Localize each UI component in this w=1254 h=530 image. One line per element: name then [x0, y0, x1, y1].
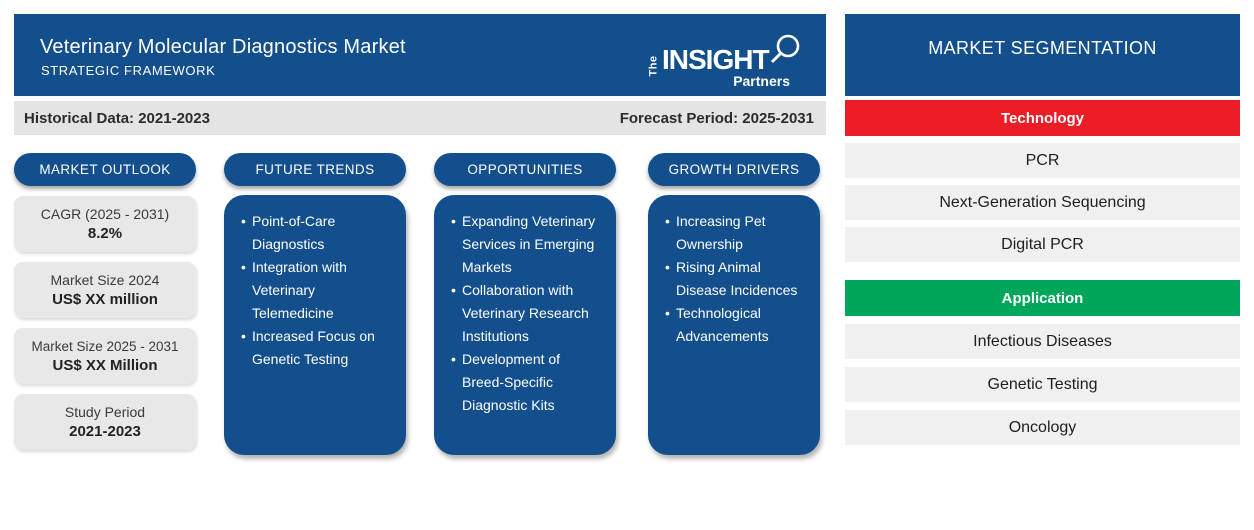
future-trends-header: FUTURE TRENDS — [224, 153, 406, 186]
opportunities-list: Expanding Veterinary Services in Emergin… — [434, 195, 616, 455]
future-trends-list: Point-of-Care Diagnostics Integration wi… — [224, 195, 406, 455]
future-trends-column: FUTURE TRENDS Point-of-Care Diagnostics … — [224, 153, 406, 455]
list-item: Point-of-Care Diagnostics — [241, 210, 394, 256]
stat-label: Study Period — [64, 404, 146, 420]
segment-item-ngs: Next-Generation Sequencing — [845, 185, 1240, 220]
market-segmentation-panel: Technology PCR Next-Generation Sequencin… — [845, 100, 1240, 445]
magnifier-icon — [770, 34, 800, 64]
forecast-period-label: Forecast Period: 2025-2031 — [619, 109, 814, 127]
main-header: Veterinary Molecular Diagnostics Market … — [14, 14, 826, 96]
logo-the-text: The — [647, 55, 660, 77]
technology-group-bar: Technology — [845, 100, 1240, 136]
stat-label: Market Size 2024 — [50, 272, 160, 288]
opportunities-header: OPPORTUNITIES — [434, 153, 616, 186]
logo-insight-text: INSIGHT — [662, 44, 770, 75]
growth-drivers-header: GROWTH DRIVERS — [648, 153, 820, 186]
market-segmentation-header: MARKET SEGMENTATION — [845, 14, 1240, 96]
stat-label: Market Size 2025 - 2031 — [31, 338, 179, 354]
list-item: Expanding Veterinary Services in Emergin… — [451, 210, 604, 279]
period-bar: Historical Data: 2021-2023 Forecast Peri… — [14, 101, 826, 135]
list-item: Collaboration with Veterinary Research I… — [451, 279, 604, 348]
opportunities-column: OPPORTUNITIES Expanding Veterinary Servi… — [434, 153, 616, 455]
insight-partners-logo: The INSIGHT Partners — [648, 34, 804, 98]
cagr-stat-box: CAGR (2025 - 2031) 8.2% — [14, 196, 196, 252]
segment-item-oncology: Oncology — [845, 410, 1240, 445]
stat-value: US$ XX million — [52, 291, 158, 308]
market-outlook-column: MARKET OUTLOOK CAGR (2025 - 2031) 8.2% M… — [14, 153, 196, 450]
segment-item-genetic-testing: Genetic Testing — [845, 367, 1240, 402]
historical-data-label: Historical Data: 2021-2023 — [24, 109, 210, 127]
stat-value: 2021-2023 — [69, 423, 141, 440]
market-size-forecast-stat-box: Market Size 2025 - 2031 US$ XX Million — [14, 328, 196, 384]
list-item: Development of Breed-Specific Diagnostic… — [451, 348, 604, 417]
market-size-2024-stat-box: Market Size 2024 US$ XX million — [14, 262, 196, 318]
list-item: Increased Focus on Genetic Testing — [241, 325, 394, 371]
stat-value: 8.2% — [87, 225, 123, 242]
list-item: Rising Animal Disease Incidences — [665, 256, 808, 302]
segment-item-pcr: PCR — [845, 143, 1240, 178]
application-group-bar: Application — [845, 280, 1240, 316]
stat-label: CAGR (2025 - 2031) — [40, 206, 170, 222]
market-outlook-header: MARKET OUTLOOK — [14, 153, 196, 186]
segment-item-digital-pcr: Digital PCR — [845, 227, 1240, 262]
study-period-stat-box: Study Period 2021-2023 — [14, 394, 196, 450]
segment-spacer — [845, 262, 1240, 280]
page-title: Veterinary Molecular Diagnostics Market — [40, 36, 406, 58]
growth-drivers-column: GROWTH DRIVERS Increasing Pet Ownership … — [648, 153, 820, 455]
page-subtitle: STRATEGIC FRAMEWORK — [41, 63, 216, 78]
list-item: Technological Advancements — [665, 302, 808, 348]
stat-value: US$ XX Million — [52, 356, 158, 374]
list-item: Integration with Veterinary Telemedicine — [241, 256, 394, 325]
growth-drivers-list: Increasing Pet Ownership Rising Animal D… — [648, 195, 820, 455]
logo-partners-text: Partners — [733, 73, 790, 89]
segment-item-infectious-diseases: Infectious Diseases — [845, 324, 1240, 359]
list-item: Increasing Pet Ownership — [665, 210, 808, 256]
